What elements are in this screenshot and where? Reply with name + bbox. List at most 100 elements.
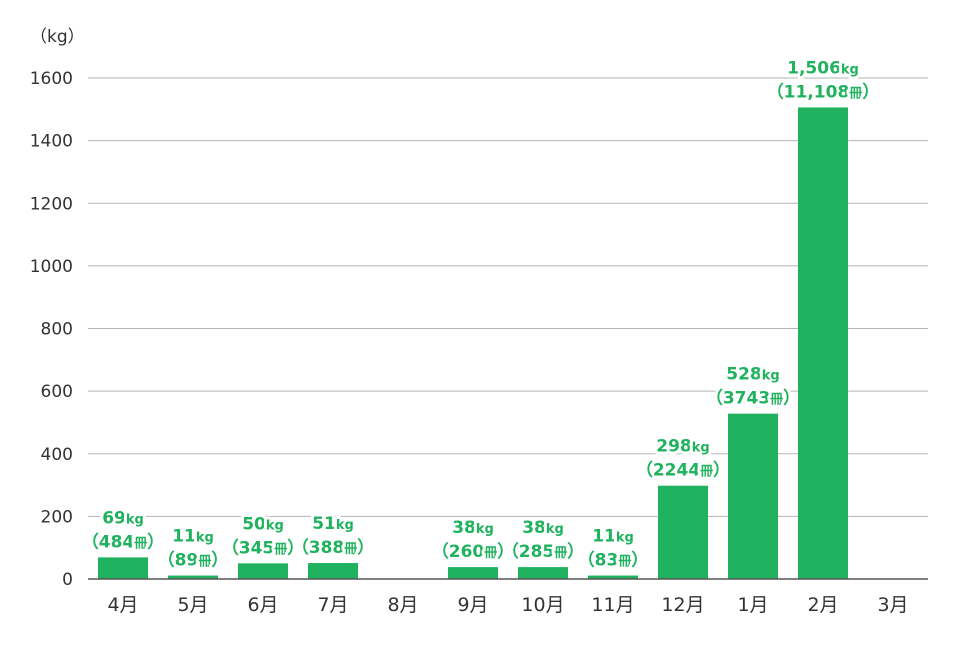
count-close: ） <box>211 550 228 571</box>
bar <box>98 557 148 579</box>
weight-unit: kg <box>196 531 214 546</box>
count-unit: 冊 <box>484 546 497 561</box>
data-label-count: （3743冊） <box>706 388 800 409</box>
count-close: ） <box>497 541 514 562</box>
data-label-weight: 298kg <box>656 437 709 457</box>
x-tick-label: 1月 <box>737 594 768 616</box>
count-close: ） <box>147 531 164 552</box>
count-close: ） <box>567 541 584 562</box>
bar <box>448 567 498 579</box>
bar <box>728 413 778 579</box>
data-label-count: （83冊） <box>578 550 649 571</box>
weight-unit: kg <box>336 518 354 533</box>
weight-value: 298 <box>656 437 692 457</box>
data-label-weight: 11kg <box>172 527 214 547</box>
count-close: ） <box>357 537 374 558</box>
count-close: ） <box>862 81 879 102</box>
count-unit: 冊 <box>134 536 147 551</box>
weight-value: 38 <box>452 518 476 538</box>
data-label-count: （285冊） <box>502 541 585 562</box>
count-value: （345 <box>222 537 275 558</box>
data-label-weight: 51kg <box>312 514 354 534</box>
count-value: （3743 <box>706 388 770 409</box>
y-axis-unit-label: （kg） <box>30 27 85 47</box>
data-label-weight: 38kg <box>452 518 494 538</box>
count-value: （83 <box>578 550 619 571</box>
count-close: ） <box>631 550 648 571</box>
data-label-weight: 528kg <box>726 365 779 385</box>
data-label-weight: 38kg <box>522 518 564 538</box>
x-tick-label: 5月 <box>177 594 208 616</box>
count-close: ） <box>783 388 800 409</box>
bar <box>658 485 708 579</box>
data-label-weight: 50kg <box>242 514 284 534</box>
count-value: （11,108 <box>767 81 850 102</box>
bars <box>98 107 848 579</box>
count-close: ） <box>287 537 304 558</box>
weight-unit: kg <box>762 369 780 384</box>
y-tick-label: 1200 <box>30 194 73 214</box>
bar <box>308 563 358 579</box>
data-label-count: （388冊） <box>292 537 375 558</box>
data-label-count: （484冊） <box>82 531 165 552</box>
x-tick-label: 7月 <box>317 594 348 616</box>
data-label-count: （89冊） <box>158 550 229 571</box>
y-tick-label: 200 <box>41 507 73 527</box>
bar <box>588 575 638 579</box>
weight-value: 69 <box>102 508 126 528</box>
data-label-count: （2244冊） <box>636 460 730 481</box>
axes: 0 200 400 600 800 1000 1200 1400 1600 4月 5月 6月 7月 8月 9… <box>30 69 928 616</box>
count-unit: 冊 <box>849 86 862 101</box>
count-unit: 冊 <box>700 465 713 480</box>
count-close: ） <box>713 460 730 481</box>
weight-unit: kg <box>266 518 284 533</box>
weight-value: 1,506 <box>787 58 841 78</box>
weight-unit: kg <box>476 522 494 537</box>
weight-unit: kg <box>126 512 144 527</box>
count-unit: 冊 <box>770 393 783 408</box>
weight-value: 11 <box>592 527 616 547</box>
count-unit: 冊 <box>554 546 567 561</box>
y-tick-label: 0 <box>62 570 73 590</box>
count-value: （388 <box>292 537 345 558</box>
weight-value: 38 <box>522 518 546 538</box>
count-value: （260 <box>432 541 485 562</box>
x-tick-label: 11月 <box>591 594 634 616</box>
x-tick-label: 3月 <box>877 594 908 616</box>
bar <box>168 575 218 579</box>
data-label-weight: 69kg <box>102 508 144 528</box>
count-unit: 冊 <box>274 542 287 557</box>
y-tick-label: 1000 <box>30 257 73 277</box>
weight-value: 50 <box>242 514 266 534</box>
x-tick-label: 8月 <box>387 594 418 616</box>
count-value: （89 <box>158 550 199 571</box>
data-label-count: （345冊） <box>222 537 305 558</box>
weight-value: 11 <box>172 527 196 547</box>
count-value: （285 <box>502 541 555 562</box>
y-tick-label: 1400 <box>30 132 73 152</box>
count-unit: 冊 <box>618 555 631 570</box>
weight-unit: kg <box>692 441 710 456</box>
x-tick-label: 12月 <box>661 594 704 616</box>
y-tick-label: 400 <box>41 445 73 465</box>
gridlines <box>88 77 928 517</box>
data-label-weight: 1,506kg <box>787 58 859 78</box>
count-value: （2244 <box>636 460 700 481</box>
bar <box>518 567 568 579</box>
x-tick-label: 2月 <box>807 594 838 616</box>
count-value: （484 <box>82 531 135 552</box>
x-tick-label: 6月 <box>247 594 278 616</box>
bar <box>798 107 848 579</box>
data-label-count: （260冊） <box>432 541 515 562</box>
weight-unit: kg <box>546 522 564 537</box>
y-tick-label: 1600 <box>30 69 73 89</box>
weight-unit: kg <box>616 531 634 546</box>
y-tick-label: 800 <box>41 320 73 340</box>
count-unit: 冊 <box>344 542 357 557</box>
bar <box>238 563 288 579</box>
y-tick-label: 600 <box>41 382 73 402</box>
weight-value: 51 <box>312 514 336 534</box>
x-tick-label: 10月 <box>521 594 564 616</box>
